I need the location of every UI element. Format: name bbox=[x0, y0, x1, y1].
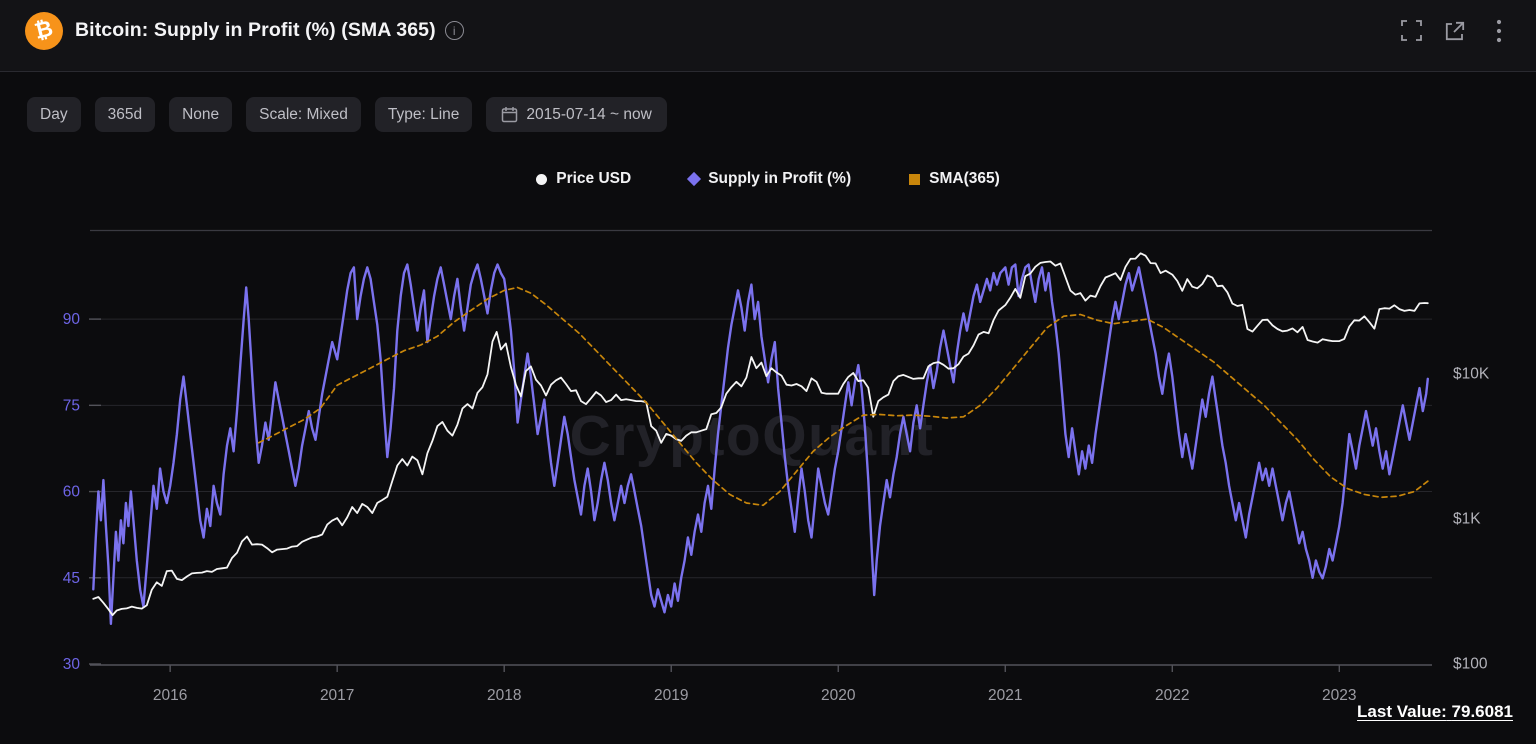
kebab-menu-icon[interactable] bbox=[1488, 19, 1510, 42]
chart-type-button[interactable]: Type: Line bbox=[374, 97, 473, 132]
y-axis-left-tick-label: 75 bbox=[63, 397, 80, 414]
sma-window-button[interactable]: 365d bbox=[94, 97, 156, 132]
x-axis-tick-label: 2016 bbox=[153, 687, 187, 704]
watermark: CryptoQuant bbox=[570, 404, 935, 468]
bitcoin-glyph: ₿ bbox=[32, 15, 56, 45]
y-axis-right-tick-label: $10K bbox=[1453, 366, 1490, 383]
date-range-label: 2015-07-14 ~ now bbox=[526, 105, 652, 123]
interval-button[interactable]: Day bbox=[27, 97, 81, 132]
open-external-icon[interactable] bbox=[1444, 20, 1466, 42]
y-axis-left-tick-label: 60 bbox=[63, 484, 81, 501]
y-axis-left-tick-label: 90 bbox=[63, 311, 81, 328]
last-value: Last Value: 79.6081 bbox=[1357, 702, 1513, 722]
calendar-icon bbox=[501, 106, 518, 123]
series-sma-365 bbox=[257, 286, 1429, 507]
page-title: Bitcoin: Supply in Profit (%) (SMA 365) bbox=[75, 19, 436, 41]
x-axis-tick-label: 2017 bbox=[320, 687, 354, 704]
x-axis-tick-label: 2018 bbox=[487, 687, 521, 704]
series-supply-in-profit bbox=[92, 263, 1429, 625]
x-axis-tick-label: 2019 bbox=[654, 687, 688, 704]
x-axis-tick-label: 2022 bbox=[1155, 687, 1189, 704]
date-range-button[interactable]: 2015-07-14 ~ now bbox=[486, 97, 667, 132]
y-axis-left-tick-label: 45 bbox=[63, 570, 80, 587]
series-price-usd bbox=[92, 252, 1429, 616]
x-axis-tick-label: 2021 bbox=[988, 687, 1022, 704]
chart-toolbar: Day 365d None Scale: Mixed Type: Line 20… bbox=[27, 97, 667, 132]
scale-button[interactable]: Scale: Mixed bbox=[246, 97, 361, 132]
y-axis-right-tick-label: $100 bbox=[1453, 655, 1488, 672]
info-icon[interactable]: i bbox=[444, 21, 464, 40]
chart-header: ₿ Bitcoin: Supply in Profit (%) (SMA 365… bbox=[0, 0, 1536, 72]
y-axis-left-tick-label: 30 bbox=[63, 656, 81, 673]
x-axis-tick-label: 2020 bbox=[821, 687, 856, 704]
overlay-none-button[interactable]: None bbox=[169, 97, 233, 132]
fullscreen-icon[interactable] bbox=[1400, 20, 1422, 42]
bitcoin-icon: ₿ bbox=[25, 11, 63, 50]
last-value-label: Last Value: bbox=[1357, 702, 1447, 721]
y-axis-right-tick-label: $1K bbox=[1453, 510, 1481, 527]
x-axis-tick-label: 2023 bbox=[1322, 687, 1356, 704]
last-value-number: 79.6081 bbox=[1451, 702, 1513, 721]
